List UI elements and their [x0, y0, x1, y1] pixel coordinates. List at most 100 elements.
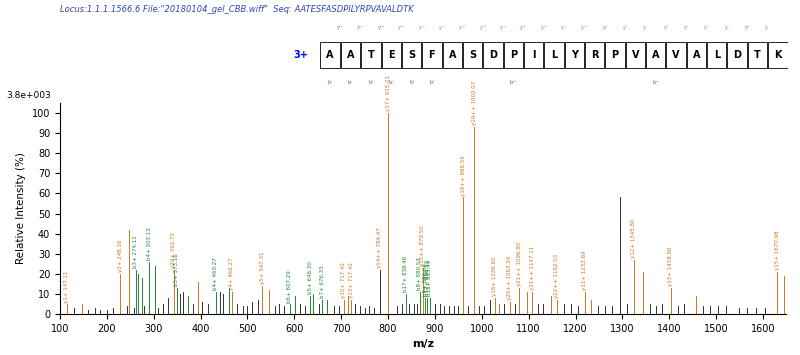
Text: P: P	[510, 50, 517, 60]
Text: y²²: y²²	[337, 26, 344, 31]
Text: b7+ 676.33: b7+ 676.33	[320, 266, 325, 299]
Text: L: L	[714, 50, 720, 60]
FancyBboxPatch shape	[768, 42, 787, 68]
Text: y⁹: y⁹	[602, 26, 607, 31]
Text: y10+ 717.42: y10+ 717.42	[342, 262, 346, 299]
FancyBboxPatch shape	[321, 42, 340, 68]
Text: K: K	[774, 50, 782, 60]
FancyBboxPatch shape	[382, 42, 401, 68]
FancyBboxPatch shape	[565, 42, 584, 68]
Text: y⁷: y⁷	[643, 26, 648, 31]
Text: y2+ 248.16: y2+ 248.16	[118, 240, 123, 272]
FancyBboxPatch shape	[422, 42, 442, 68]
Text: y²⁰: y²⁰	[378, 26, 385, 31]
Text: y13+ 717.42: y13+ 717.42	[349, 262, 354, 299]
Text: y22++ 1162.03: y22++ 1162.03	[554, 254, 559, 299]
FancyBboxPatch shape	[483, 42, 502, 68]
Text: y⁶: y⁶	[663, 26, 668, 31]
Text: Locus:1.1.1.1566.6 File:"20180104_gel_CBB.wiff"  Seq: AATESFASDPILYRPVAVALDTK: Locus:1.1.1.1566.6 File:"20180104_gel_CB…	[60, 5, 414, 14]
X-axis label: m/z: m/z	[412, 339, 434, 349]
Text: y1+ 147.11: y1+ 147.11	[64, 270, 69, 302]
Text: y¹⁵: y¹⁵	[479, 26, 486, 31]
Text: b6+ 607.29: b6+ 607.29	[287, 270, 292, 302]
Text: b18+ 893.49: b18+ 893.49	[427, 260, 432, 296]
Text: b17+ 838.46: b17+ 838.46	[403, 256, 408, 293]
Text: y11+ 1232.69: y11+ 1232.69	[582, 251, 587, 290]
Text: b¹⁰: b¹⁰	[510, 80, 517, 84]
Text: Y: Y	[571, 50, 578, 60]
Text: I: I	[532, 50, 535, 60]
Text: b4+ 303.13: b4+ 303.13	[146, 228, 151, 260]
FancyBboxPatch shape	[442, 42, 462, 68]
Text: F: F	[429, 50, 435, 60]
FancyBboxPatch shape	[544, 42, 564, 68]
Text: b¹⁷: b¹⁷	[652, 80, 659, 84]
Text: A: A	[346, 50, 354, 60]
Text: 3+: 3+	[294, 50, 308, 60]
Text: b³: b³	[368, 80, 374, 84]
FancyBboxPatch shape	[341, 42, 360, 68]
Text: b5+ 373.16: b5+ 373.16	[174, 254, 179, 286]
Text: y20++ 1063.24: y20++ 1063.24	[507, 256, 512, 300]
FancyBboxPatch shape	[463, 42, 482, 68]
Text: y¹⁷: y¹⁷	[438, 26, 446, 31]
Text: b⁵: b⁵	[409, 80, 414, 84]
Text: y²: y²	[745, 26, 750, 31]
Text: y5+ 547.31: y5+ 547.31	[260, 252, 265, 284]
Text: y4+ 466.27: y4+ 466.27	[229, 258, 234, 290]
FancyBboxPatch shape	[503, 42, 523, 68]
Text: V: V	[672, 50, 680, 60]
Text: D: D	[733, 50, 741, 60]
Text: y¹⁰: y¹⁰	[581, 26, 588, 31]
Text: E: E	[388, 50, 394, 60]
Text: P: P	[611, 50, 618, 60]
FancyBboxPatch shape	[646, 42, 666, 68]
Text: A: A	[326, 50, 334, 60]
Text: L: L	[551, 50, 557, 60]
Text: T: T	[367, 50, 374, 60]
Text: 3.8e+003: 3.8e+003	[6, 91, 51, 100]
Text: y²¹: y²¹	[358, 26, 364, 31]
FancyBboxPatch shape	[686, 42, 706, 68]
FancyBboxPatch shape	[727, 42, 747, 68]
Text: y⁴: y⁴	[704, 26, 709, 31]
Text: y21++ 1147.11: y21++ 1147.11	[530, 246, 535, 290]
Text: b8+ 880.53: b8+ 880.53	[418, 258, 422, 290]
Text: b4+ 460.27: b4+ 460.27	[213, 258, 218, 290]
Text: y14++ 784.47: y14++ 784.47	[377, 228, 382, 268]
Text: A: A	[693, 50, 700, 60]
Text: y¹¹: y¹¹	[561, 26, 567, 31]
Text: D: D	[489, 50, 497, 60]
Text: y³: y³	[725, 26, 730, 31]
Text: y13+ 1458.90: y13+ 1458.90	[668, 247, 673, 286]
FancyBboxPatch shape	[606, 42, 625, 68]
Text: y15+ 1670.98: y15+ 1670.98	[774, 231, 779, 270]
FancyBboxPatch shape	[585, 42, 605, 68]
Text: y16+ 1036.60: y16+ 1036.60	[493, 257, 498, 296]
Y-axis label: Relative Intensity (%): Relative Intensity (%)	[16, 153, 26, 264]
Text: y¹⁶: y¹⁶	[459, 26, 466, 31]
Text: A: A	[449, 50, 456, 60]
FancyBboxPatch shape	[524, 42, 543, 68]
Text: b¹: b¹	[328, 80, 333, 84]
Text: y17+ 915.01: y17+ 915.01	[386, 75, 390, 111]
Text: b17+ 896.53: b17+ 896.53	[425, 260, 430, 296]
Text: S: S	[469, 50, 476, 60]
FancyBboxPatch shape	[748, 42, 767, 68]
Text: y¹: y¹	[766, 26, 770, 31]
Text: b3+ 274.11: b3+ 274.11	[134, 236, 138, 268]
Text: y¹²: y¹²	[541, 26, 547, 31]
Text: T: T	[754, 50, 761, 60]
Text: y¹⁸: y¹⁸	[418, 26, 425, 31]
Text: y18++ 988.55: y18++ 988.55	[461, 155, 466, 196]
Text: y20+ 392.72: y20+ 392.72	[171, 232, 176, 268]
FancyBboxPatch shape	[402, 42, 422, 68]
Text: b5+ 646.30: b5+ 646.30	[308, 262, 313, 294]
Text: y⁸: y⁸	[622, 26, 628, 31]
Text: y21++ 1096.80: y21++ 1096.80	[517, 242, 522, 286]
Text: V: V	[632, 50, 639, 60]
Text: b⁴: b⁴	[389, 80, 394, 84]
Text: y⁵: y⁵	[684, 26, 689, 31]
Text: y¹³: y¹³	[520, 26, 527, 31]
Text: y15++ 879.50: y15++ 879.50	[420, 225, 426, 266]
